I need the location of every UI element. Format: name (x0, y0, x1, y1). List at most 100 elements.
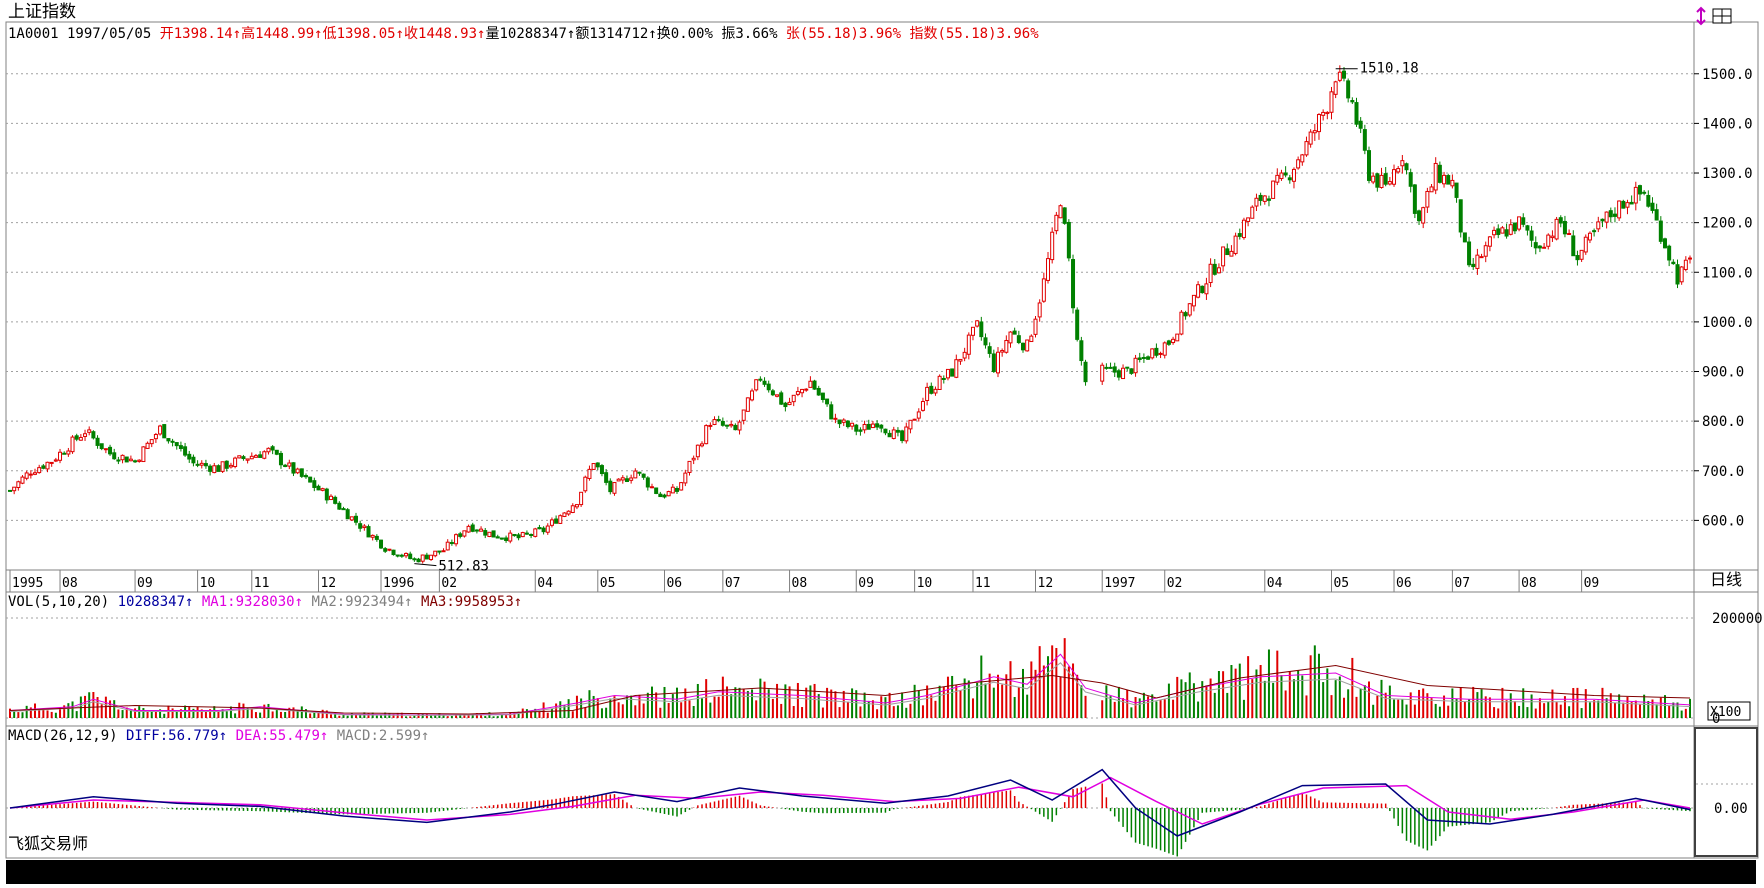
candle-body (758, 378, 763, 381)
candle-body (604, 472, 609, 483)
candle-body (1500, 227, 1505, 234)
candle-body (1525, 225, 1530, 231)
candle-body (549, 519, 554, 526)
candle-body (1688, 257, 1692, 260)
extreme-leader (414, 563, 437, 567)
price-tick-label: 1500.0 (1702, 67, 1753, 83)
candle-body (1396, 168, 1401, 173)
info-segment-6: 额1314712↑ (575, 26, 657, 42)
candle-body (804, 388, 809, 391)
candle-body (470, 524, 475, 532)
candle-body (441, 550, 446, 553)
candle-body (1600, 218, 1605, 222)
candle-body (1592, 230, 1597, 233)
info-segment-10: 指数(55.18)3.96% (901, 26, 1039, 42)
candle-body (1204, 283, 1209, 295)
x-tick-label: 10 (917, 576, 933, 591)
candle-body (449, 542, 454, 545)
candle-body (1608, 210, 1613, 218)
candle-body (1412, 184, 1417, 214)
candle-body (1321, 111, 1326, 116)
candle-body (662, 494, 667, 498)
candle-body (228, 464, 233, 468)
candle-body (1417, 210, 1422, 222)
candle-body (1350, 100, 1355, 103)
price-tick-label: 1000.0 (1702, 315, 1753, 331)
candle-body (1621, 200, 1626, 209)
candle-body (816, 387, 821, 396)
candle-body (541, 527, 546, 533)
x-tick-label: 05 (600, 576, 616, 591)
candle-body (737, 421, 742, 431)
macd-tick-label: 0.00 (1714, 801, 1748, 817)
candle-body (1625, 202, 1630, 208)
candle-body (145, 442, 150, 449)
candle-body (583, 476, 588, 492)
candle-body (558, 515, 563, 524)
candle-body (208, 465, 213, 472)
candle-body (295, 468, 300, 474)
candle-body (1133, 357, 1138, 374)
x-tick-label: 11 (254, 576, 270, 591)
candle-body (1287, 177, 1292, 181)
candle-body (24, 472, 29, 479)
candle-body (537, 527, 542, 530)
candle-body (108, 446, 113, 455)
candle-body (1542, 246, 1547, 249)
info-segment-8: 振3.66% (712, 26, 778, 42)
candle-body (62, 452, 67, 455)
candle-body (1604, 211, 1609, 223)
x-tick-label: 09 (858, 576, 874, 591)
candle-body (1567, 233, 1572, 236)
window-restore-icon[interactable] (1712, 8, 1732, 24)
candle-body (249, 455, 254, 460)
macd-segment-2: DEA:55.479↑ (227, 728, 329, 744)
candle-body (170, 440, 175, 443)
candle-body (979, 321, 984, 338)
candle-body (504, 537, 509, 541)
candle-body (1521, 217, 1526, 225)
candle-body (770, 390, 775, 396)
candle-body (879, 424, 884, 429)
macd-segment-1: DIFF:56.779↑ (117, 728, 228, 744)
candle-body (908, 419, 913, 430)
candle-body (420, 554, 425, 562)
candle-body (1116, 370, 1121, 378)
candle-body (633, 470, 638, 479)
period-label[interactable]: 日线 (1710, 570, 1743, 589)
toolbar-icons[interactable] (1693, 6, 1753, 28)
candle-body (1492, 229, 1497, 236)
candle-body (1571, 235, 1576, 257)
candle-body (116, 459, 121, 462)
candle-body (45, 461, 50, 470)
brand-label: 飞狐交易师 (8, 834, 89, 853)
candle-body (1675, 264, 1680, 285)
candle-body (629, 477, 634, 481)
macd-info-line: MACD(26,12,9) DIFF:56.779↑ DEA:55.479↑ M… (8, 728, 429, 744)
candle-body (962, 351, 967, 359)
candle-body (1429, 186, 1434, 193)
candle-body (1367, 150, 1372, 181)
candle-body (1421, 207, 1426, 224)
candle-body (33, 472, 38, 475)
info-segment-4: 收1448.93↑ (404, 26, 486, 42)
candle-body (1029, 335, 1034, 343)
x-tick-label: 08 (1521, 576, 1537, 591)
candle-body (987, 346, 992, 354)
candle-body (1587, 232, 1592, 241)
candle-body (1021, 342, 1026, 351)
candle-body (587, 468, 592, 479)
arrows-icon[interactable] (1696, 6, 1706, 26)
candle-body (362, 525, 367, 529)
candle-body (212, 465, 217, 474)
candle-body (1304, 141, 1309, 156)
candle-body (245, 458, 250, 461)
candle-body (20, 476, 25, 484)
candle-body (328, 495, 333, 501)
candle-body (1141, 356, 1146, 359)
candle-body (316, 485, 321, 491)
candle-body (1275, 174, 1280, 183)
candle-body (795, 391, 800, 395)
price-tick-label: 700.0 (1702, 464, 1744, 480)
candle-body (687, 460, 692, 473)
